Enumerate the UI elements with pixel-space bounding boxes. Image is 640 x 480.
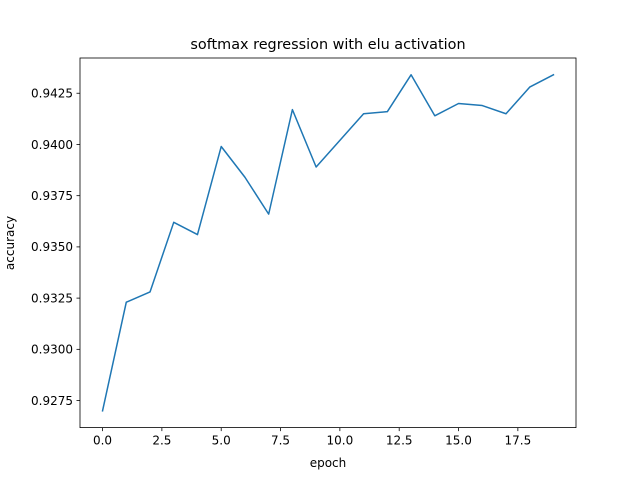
y-tick-label: 0.9350	[31, 240, 73, 254]
series-layer	[101, 73, 555, 412]
y-axis-label: accuracy	[3, 216, 17, 270]
x-axis-label: epoch	[310, 456, 347, 470]
chart-title: softmax regression with elu activation	[190, 37, 465, 53]
y-tick-label: 0.9400	[31, 138, 73, 152]
x-tick-label: 2.5	[152, 434, 171, 448]
y-tick-label: 0.9325	[31, 291, 73, 305]
y-tick-label: 0.9425	[31, 87, 73, 101]
y-axis-ticks: 0.9275 0.9300 0.9325 0.9350 0.9375 0.9400 0.94…	[31, 87, 80, 408]
x-tick-label: 10.0	[327, 434, 354, 448]
axes-frame	[79, 57, 577, 429]
x-tick-label: 15.0	[445, 434, 472, 448]
y-tick-label: 0.9275	[31, 394, 73, 408]
y-tick-label: 0.9375	[31, 189, 73, 203]
x-tick-label: 7.5	[271, 434, 290, 448]
x-tick-label: 12.5	[386, 434, 413, 448]
series-line	[101, 73, 555, 412]
x-axis-ticks: 0.0 2.5 5.0 7.5 10.0 12.5 15.0 17.5	[93, 427, 531, 448]
x-tick-label: 0.0	[93, 434, 112, 448]
y-tick-label: 0.9300	[31, 343, 73, 357]
x-tick-label: 17.5	[504, 434, 531, 448]
x-tick-label: 5.0	[212, 434, 231, 448]
